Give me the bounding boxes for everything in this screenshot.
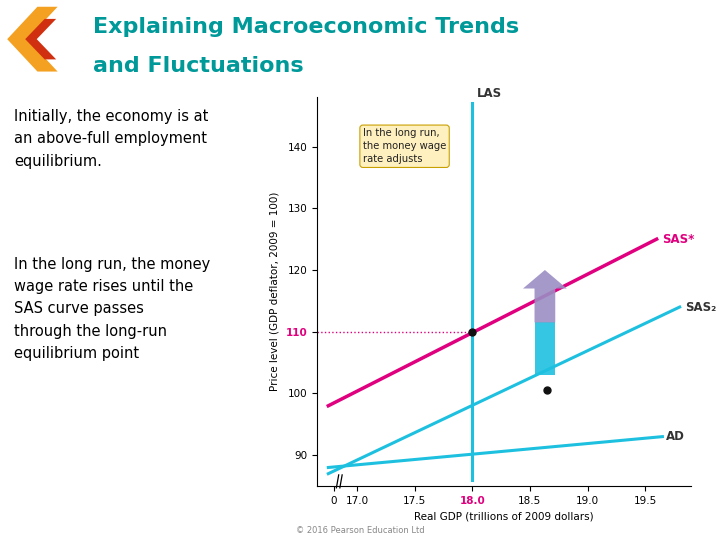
Text: © 2016 Pearson Education Ltd: © 2016 Pearson Education Ltd [296,525,424,535]
Y-axis label: Price level (GDP deflator, 2009 = 100): Price level (GDP deflator, 2009 = 100) [270,192,280,392]
Text: and Fluctuations: and Fluctuations [93,57,303,77]
Text: AD: AD [666,430,685,443]
Text: In the long run,
the money wage
rate adjusts: In the long run, the money wage rate adj… [363,128,446,165]
Polygon shape [25,19,56,59]
Polygon shape [7,6,58,71]
FancyArrow shape [523,270,567,322]
Text: Initially, the economy is at
an above-full employment
equilibrium.: Initially, the economy is at an above-fu… [14,109,209,168]
Text: SAS*: SAS* [662,233,695,246]
Text: In the long run, the money
wage rate rises until the
SAS curve passes
through th: In the long run, the money wage rate ris… [14,257,211,361]
Text: SAS₂: SAS₂ [685,301,716,314]
Text: Explaining Macroeconomic Trends: Explaining Macroeconomic Trends [93,17,519,37]
X-axis label: Real GDP (trillions of 2009 dollars): Real GDP (trillions of 2009 dollars) [414,511,594,521]
Text: LAS: LAS [477,87,502,100]
FancyArrow shape [534,322,555,375]
